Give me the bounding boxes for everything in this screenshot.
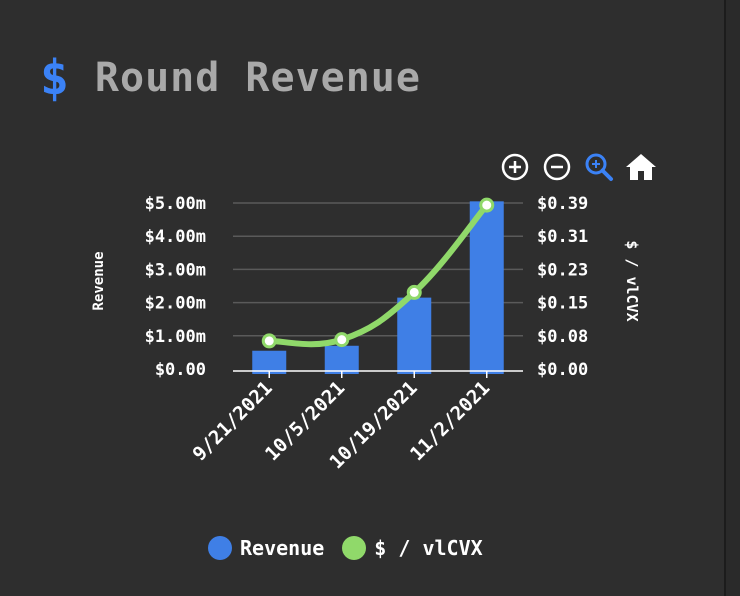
revenue-bar: [252, 350, 287, 374]
left-axis-ticks: $5.00m $4.00m $3.00m $2.00m $1.00m $0.00: [145, 194, 206, 380]
right-axis-ticks: $0.39 $0.31 $0.23 $0.15 $0.08 $0.00: [537, 194, 588, 380]
legend-item-price[interactable]: $ / vlCVX: [342, 536, 483, 560]
right-tick-label: $0.39: [537, 194, 588, 214]
left-tick-label: $3.00m: [145, 260, 206, 280]
price-line-path: [266, 202, 490, 348]
legend-item-revenue[interactable]: Revenue: [208, 536, 324, 560]
left-tick-label: $4.00m: [145, 227, 206, 247]
revenue-chart: $5.00m $4.00m $3.00m $2.00m $1.00m $0.00 $0.3…: [91, 194, 641, 473]
home-icon[interactable]: [624, 150, 658, 184]
legend-swatch: [342, 536, 367, 560]
right-tick-label: $0.15: [537, 294, 588, 314]
card-title: Round Revenue: [94, 55, 421, 101]
price-point: [334, 332, 350, 348]
revenue-bar: [469, 201, 504, 374]
zoom-in-icon[interactable]: [498, 150, 532, 184]
revenue-bars: [252, 201, 504, 374]
zoom-out-icon[interactable]: [540, 150, 574, 184]
left-tick-label: $0.00: [155, 360, 206, 380]
price-line: [261, 197, 495, 349]
chart-legend: Revenue $ / vlCVX: [208, 536, 483, 560]
legend-label: Revenue: [240, 536, 325, 560]
revenue-bar: [324, 345, 359, 374]
legend-label: $ / vlCVX: [374, 536, 483, 560]
legend-swatch: [208, 536, 232, 560]
left-tick-label: $1.00m: [145, 327, 206, 347]
right-tick-label: $0.23: [537, 260, 588, 280]
right-tick-label: $0.00: [537, 360, 588, 380]
dollar-icon: $: [40, 50, 69, 106]
card-header: $ Round Revenue: [40, 48, 421, 108]
price-point: [261, 333, 277, 349]
chart-toolbar: [498, 150, 658, 184]
right-axis-title: $ / vlCVX: [623, 240, 641, 321]
right-tick-label: $0.31: [537, 227, 588, 247]
left-axis-title: Revenue: [91, 251, 107, 310]
left-tick-label: $2.00m: [145, 294, 206, 314]
right-tick-label: $0.08: [537, 327, 588, 347]
price-point: [406, 284, 422, 300]
price-point: [479, 197, 495, 213]
zoom-select-icon[interactable]: [582, 150, 616, 184]
revenue-bar: [397, 297, 432, 374]
left-tick-label: $5.00m: [145, 194, 206, 214]
